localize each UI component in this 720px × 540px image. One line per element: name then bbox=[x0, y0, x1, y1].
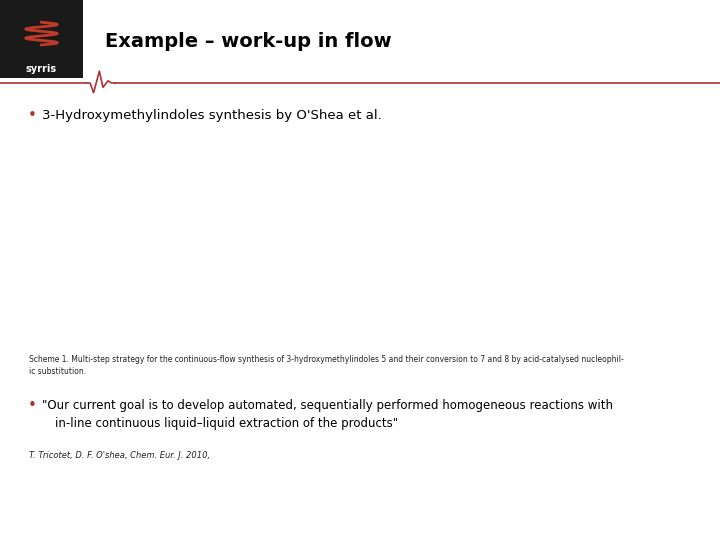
Text: "Our current goal is to develop automated, sequentially performed homogeneous re: "Our current goal is to develop automate… bbox=[42, 399, 613, 411]
Bar bbox=[0, 0, 83, 78]
Text: ic substitution.: ic substitution. bbox=[29, 368, 86, 376]
Text: syrris: syrris bbox=[26, 64, 57, 73]
Text: •: • bbox=[28, 107, 37, 123]
Text: in-line continuous liquid–liquid extraction of the products": in-line continuous liquid–liquid extract… bbox=[55, 416, 398, 429]
Text: Scheme 1. Multi-step strategy for the continuous-flow synthesis of 3-hydroxymeth: Scheme 1. Multi-step strategy for the co… bbox=[29, 355, 624, 364]
Text: Example – work-up in flow: Example – work-up in flow bbox=[105, 32, 392, 51]
Text: T. Tricotet, D. F. O'shea, Chem. Eur. J. 2010,: T. Tricotet, D. F. O'shea, Chem. Eur. J.… bbox=[29, 450, 210, 460]
Text: 3-Hydroxymethylindoles synthesis by O'Shea et al.: 3-Hydroxymethylindoles synthesis by O'Sh… bbox=[42, 109, 382, 122]
Text: •: • bbox=[28, 397, 37, 413]
